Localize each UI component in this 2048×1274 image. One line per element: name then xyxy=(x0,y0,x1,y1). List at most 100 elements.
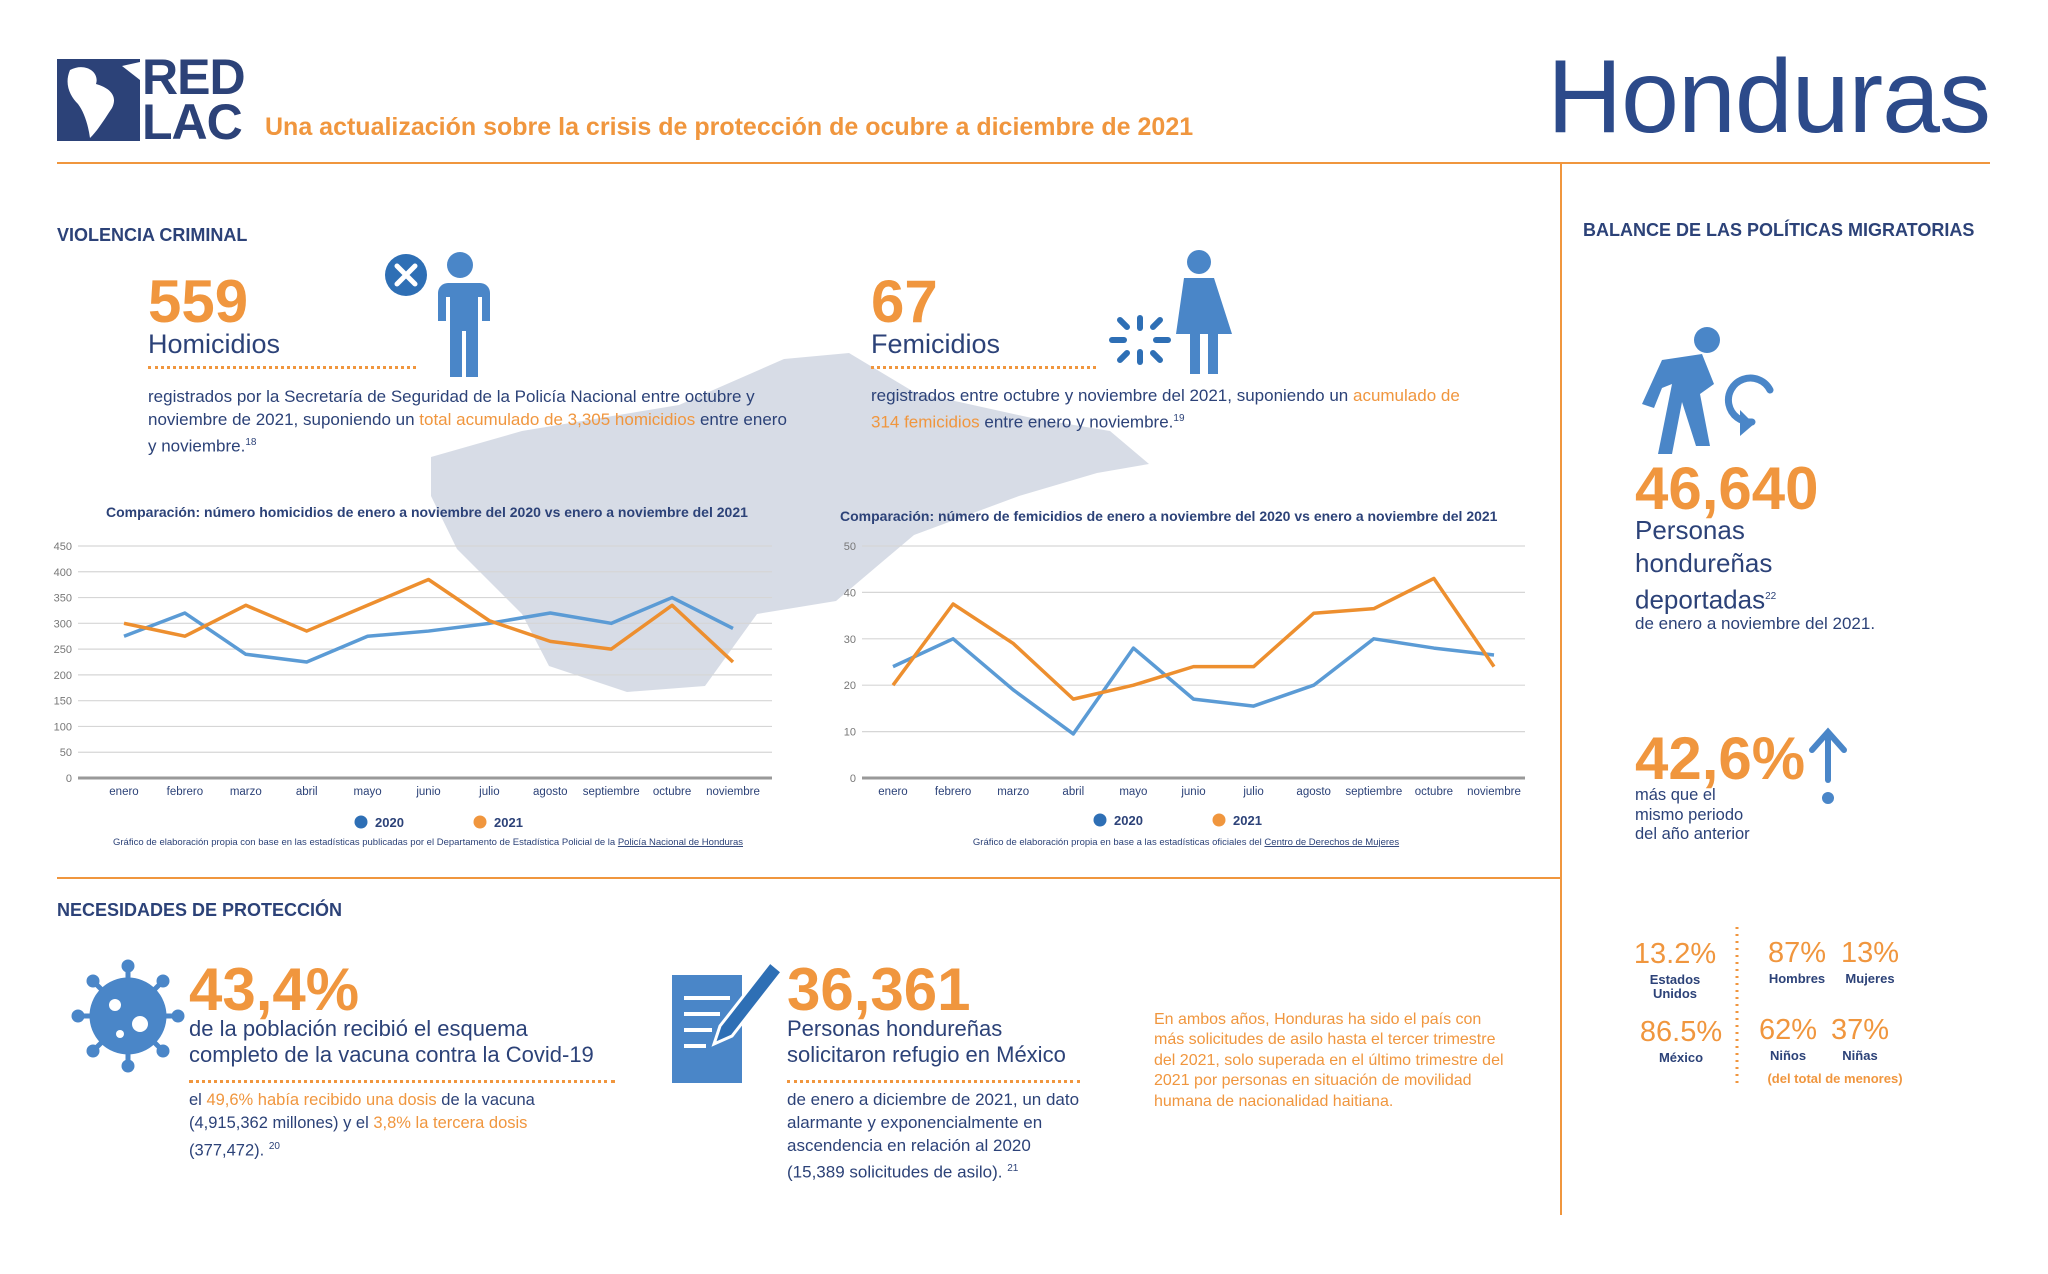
breakdown-value: 13.2% xyxy=(1633,938,1717,970)
stat-number: 43,4% xyxy=(189,956,360,1023)
breakdown-value: 13% xyxy=(1840,937,1900,969)
breakdown-value: 37% xyxy=(1830,1014,1890,1046)
y-tick-label: 400 xyxy=(54,567,72,579)
footnote-ref: 21 xyxy=(1007,1163,1019,1174)
legend-marker xyxy=(1093,813,1107,827)
breakdown-item: 87% Hombres xyxy=(1737,939,1857,986)
stat-number: 46,640 xyxy=(1635,455,1819,522)
deportation-icon xyxy=(1642,327,1774,454)
breakdown-label: Estados Unidos xyxy=(1649,972,1701,1001)
highlight: total acumulado de 3,305 homicidios xyxy=(419,410,696,429)
logo-bottom: LAC xyxy=(142,94,243,150)
country-title: Honduras xyxy=(1547,39,1991,155)
x-tick-label: abril xyxy=(296,786,318,798)
x-tick-label: enero xyxy=(109,786,138,798)
increase-icon xyxy=(1809,727,1847,804)
breakdown-value: 86.5% xyxy=(1639,1016,1723,1048)
y-tick-label: 10 xyxy=(844,727,856,739)
legend-marker xyxy=(354,815,368,829)
section-title: BALANCE DE LAS POLÍTICAS MIGRATORIAS xyxy=(1583,220,1975,240)
x-tick-label: junio xyxy=(415,786,440,798)
y-tick-label: 350 xyxy=(54,593,72,605)
breakdown-label: Niños xyxy=(1769,1048,1807,1063)
x-tick-label: septiembre xyxy=(583,786,640,798)
highlight: 49,6% había recibido una dosis xyxy=(206,1091,437,1109)
legend-marker xyxy=(473,815,487,829)
text: (377,472). xyxy=(189,1141,265,1160)
y-tick-label: 40 xyxy=(844,587,856,599)
dotted-rule xyxy=(148,366,416,369)
y-tick-label: 150 xyxy=(54,696,72,708)
data-line xyxy=(891,576,1496,701)
y-tick-label: 30 xyxy=(844,634,856,646)
breakdown-item: 13% Mujeres xyxy=(1810,939,1930,986)
x-tick-label: agosto xyxy=(1296,786,1331,798)
x-tick-label: mayo xyxy=(1119,786,1147,798)
footnote-ref: 19 xyxy=(1173,413,1185,424)
breakdown-item: 37% Niñas xyxy=(1800,1016,1920,1063)
stat-label: Femicidios xyxy=(871,329,1001,359)
text: de enero a diciembre de 2021, un dato al… xyxy=(787,1090,1080,1182)
y-tick-label: 0 xyxy=(66,773,72,785)
virus-icon xyxy=(71,959,185,1073)
logo-top: RED xyxy=(142,49,246,105)
text: registrados entre octubre y noviembre de… xyxy=(871,386,1353,405)
chart-source: Gráfico de elaboración propia en base a … xyxy=(973,837,1399,848)
x-tick-label: febrero xyxy=(935,786,971,798)
subtitle: Una actualización sobre la crisis de pro… xyxy=(265,113,1194,141)
breakdown-label: Niñas xyxy=(1842,1048,1878,1063)
chart: Comparación: número de femicidios de ene… xyxy=(840,508,1525,848)
label: Personas hondureñas deportadas xyxy=(1635,515,1773,615)
legend-label: 2020 xyxy=(375,815,404,830)
x-tick-label: octubre xyxy=(1415,786,1453,798)
breakdown-note: (del total de menores) xyxy=(1767,1071,1903,1086)
text: registrados por la Secretaría de Segurid… xyxy=(148,387,755,429)
y-tick-label: 200 xyxy=(54,670,72,682)
chart-source: Gráfico de elaboración propia con base e… xyxy=(113,837,743,848)
legend-marker xyxy=(1212,813,1226,827)
honduras-map xyxy=(431,353,1149,692)
x-tick-label: octubre xyxy=(653,786,691,798)
stat-text: más que el mismo periodo del año anterio… xyxy=(1635,786,1750,843)
stat-label: Homicidios xyxy=(148,329,281,359)
breakdown-item: 13.2% Estados Unidos xyxy=(1615,940,1735,1001)
y-tick-label: 100 xyxy=(54,721,72,733)
dotted-rule xyxy=(189,1080,615,1083)
stat-text: registrados entre octubre y noviembre de… xyxy=(871,384,1481,434)
x-tick-label: junio xyxy=(1180,786,1205,798)
source-part: Policía Nacional de Honduras xyxy=(618,837,743,848)
x-tick-label: agosto xyxy=(533,786,568,798)
data-line xyxy=(123,577,735,664)
femicide-icon xyxy=(1109,250,1232,374)
stat-label: de la población recibió el esquema compl… xyxy=(189,1016,594,1067)
stat-number: 559 xyxy=(148,268,249,335)
chart: Comparación: número homicidios de enero … xyxy=(54,504,772,848)
breakdown-label: Mujeres xyxy=(1845,971,1895,986)
stat-label: Personas hondureñas deportadas22 xyxy=(1635,514,1810,617)
stat-number: 36,361 xyxy=(787,956,971,1023)
stat-label: Personas hondureñas solicitaron refugio … xyxy=(787,1016,1066,1067)
x-tick-label: marzo xyxy=(230,786,262,798)
stat-text: el 49,6% había recibido una dosis de la … xyxy=(189,1089,574,1163)
breakdown-label: Hombres xyxy=(1768,971,1826,986)
breakdown-item: 62% Niños xyxy=(1728,1016,1848,1063)
legend-label: 2021 xyxy=(1233,813,1262,828)
y-tick-label: 20 xyxy=(844,680,856,692)
section-title: VIOLENCIA CRIMINAL xyxy=(57,225,248,245)
source-part: Gráfico de elaboración propia con base e… xyxy=(113,837,618,848)
x-tick-label: septiembre xyxy=(1345,786,1402,798)
highlight: acumulado de 314 femicidios xyxy=(871,386,1460,432)
source-part: Gráfico de elaboración propia en base a … xyxy=(973,837,1265,848)
footnote-ref: 20 xyxy=(268,1141,280,1152)
y-tick-label: 250 xyxy=(54,644,72,656)
text: de la vacuna (4,915,362 millones) y el xyxy=(189,1091,535,1132)
highlight: 3,8% la tercera dosis xyxy=(373,1114,528,1132)
logo-mark xyxy=(57,59,140,141)
data-line xyxy=(123,595,734,664)
text: el xyxy=(189,1091,207,1109)
x-tick-label: noviembre xyxy=(706,786,760,798)
breakdown-value: 62% xyxy=(1758,1014,1818,1046)
x-tick-label: abril xyxy=(1062,786,1084,798)
x-tick-label: enero xyxy=(878,786,907,798)
stat-text: de enero a diciembre de 2021, un dato al… xyxy=(787,1088,1082,1184)
